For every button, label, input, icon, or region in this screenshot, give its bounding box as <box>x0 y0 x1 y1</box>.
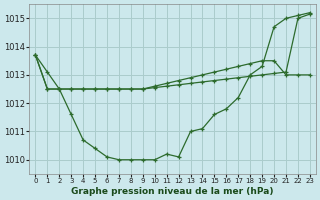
X-axis label: Graphe pression niveau de la mer (hPa): Graphe pression niveau de la mer (hPa) <box>71 187 274 196</box>
